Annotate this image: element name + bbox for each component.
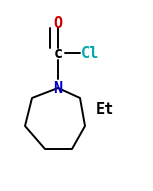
Text: N: N xyxy=(53,80,63,96)
Text: c: c xyxy=(53,45,63,61)
Text: Cl: Cl xyxy=(81,45,99,61)
Text: O: O xyxy=(53,15,63,31)
Text: Et: Et xyxy=(96,101,114,117)
